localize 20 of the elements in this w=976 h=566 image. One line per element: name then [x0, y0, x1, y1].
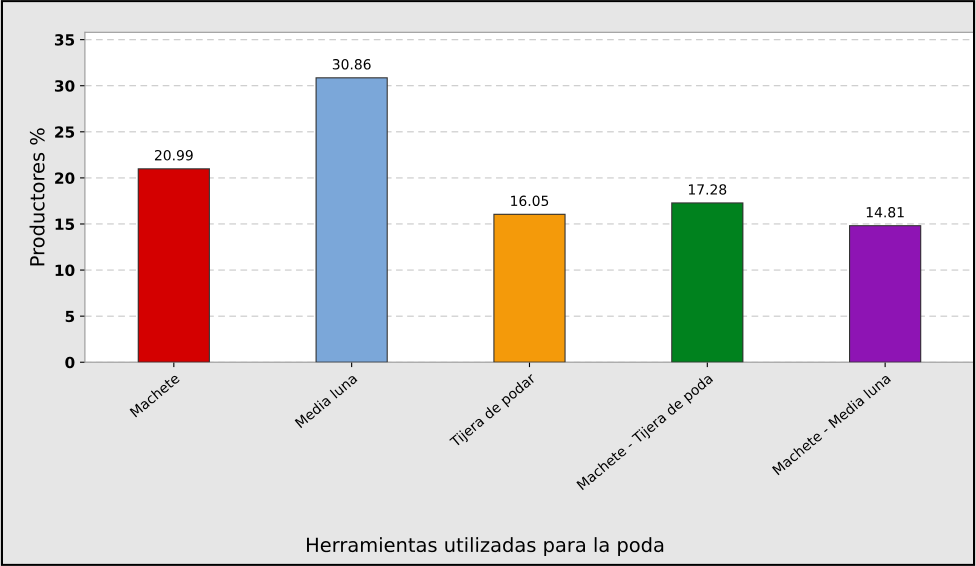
y-tick-label: 0 — [65, 356, 74, 368]
data-label: 16.05 — [511, 196, 548, 206]
y-axis-title: Productores % — [30, 128, 45, 266]
bar — [493, 214, 566, 362]
bar — [316, 77, 388, 362]
data-label: 20.99 — [154, 150, 193, 161]
y-tick-label: 10 — [56, 264, 74, 276]
y-tick-label: 20 — [55, 172, 74, 184]
data-label: 30.86 — [332, 59, 371, 70]
y-tick-label: 35 — [54, 34, 74, 46]
data-label: 17.28 — [688, 184, 726, 195]
bar — [849, 225, 922, 362]
y-tick-label: 15 — [56, 218, 74, 230]
bar — [138, 168, 210, 362]
bar — [671, 202, 744, 362]
y-tick-label: 30 — [54, 80, 74, 92]
data-label: 14.81 — [866, 206, 904, 218]
y-tick-label: 25 — [55, 126, 74, 138]
y-tick-label: 5 — [66, 310, 74, 322]
x-axis-title: Herramientas utilizadas para la poda — [307, 537, 664, 556]
